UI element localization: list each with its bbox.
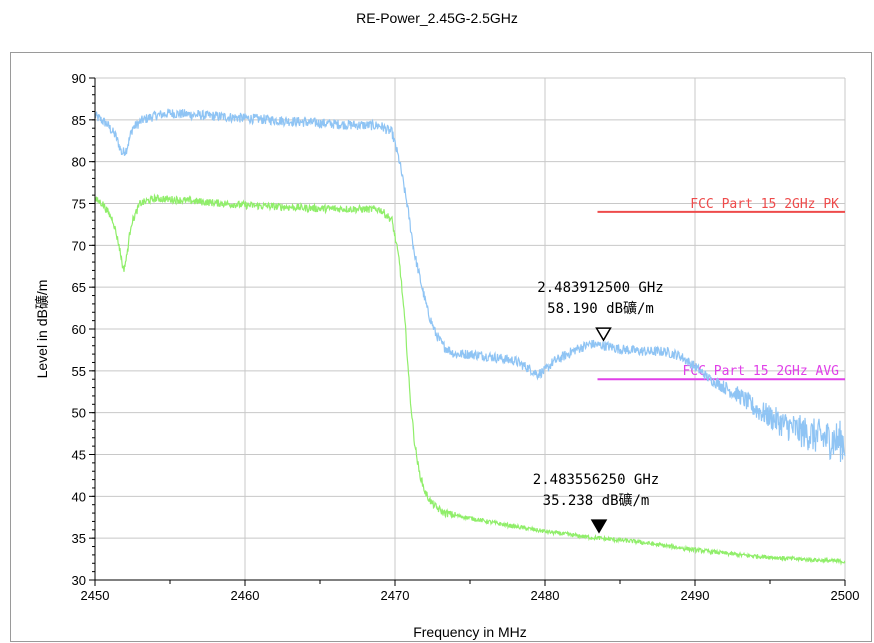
series-layer <box>94 108 846 566</box>
y-tick-label: 85 <box>72 113 86 128</box>
y-tick-label: 80 <box>72 155 86 170</box>
y-tick-label: 45 <box>72 448 86 463</box>
y-tick-label: 35 <box>72 531 86 546</box>
y-tick-label: 50 <box>72 406 86 421</box>
x-axis-label: Frequency in MHz <box>413 624 527 640</box>
axes: 2450 2460 2470 2480 2490 2500 30 35 40 45 50 55 60 65… <box>72 71 860 603</box>
x-tick-label: 2470 <box>381 588 410 603</box>
series-line <box>94 193 846 566</box>
marker-frequency-label: 2.483912500 GHz <box>537 280 663 296</box>
x-tick-label: 2480 <box>531 588 560 603</box>
limit-lines: FCC Part 15 2GHz PK FCC Part 15 2GHz AVG <box>597 197 845 381</box>
marker-frequency-label: 2.483556250 GHz <box>533 472 659 488</box>
y-tick-label: 40 <box>72 489 86 504</box>
chart-title: RE-Power_2.45G-2.5GHz <box>356 10 518 26</box>
y-tick-label: 70 <box>72 238 86 253</box>
markers: 2.483912500 GHz 58.190 dB礦/m 2.483556250 G… <box>533 280 664 534</box>
y-axis-label: Level in dB礦/m <box>34 280 50 379</box>
y-tick-label: 60 <box>72 322 86 337</box>
y-tick-label: 30 <box>72 573 86 588</box>
y-tick-label: 75 <box>72 197 86 212</box>
y-tick-label: 90 <box>72 71 86 86</box>
x-tick-label: 2490 <box>681 588 710 603</box>
x-tick-label: 2460 <box>231 588 260 603</box>
marker-filled-triangle <box>590 519 608 534</box>
marker-level-label: 58.190 dB礦/m <box>547 300 654 317</box>
grid <box>94 77 846 581</box>
limit-line-label: FCC Part 15 2GHz AVG <box>682 364 839 379</box>
y-tick-label: 65 <box>72 280 86 295</box>
plot-frame: FCC Part 15 2GHz PK FCC Part 15 2GHz AVG … <box>10 52 872 642</box>
marker-level-label: 35.238 dB礦/m <box>543 492 650 509</box>
series-line <box>94 108 846 462</box>
limit-line-label: FCC Part 15 2GHz PK <box>690 197 839 212</box>
marker-open-triangle <box>595 327 612 342</box>
y-tick-label: 55 <box>72 364 86 379</box>
x-tick-label: 2500 <box>831 588 860 603</box>
x-tick-label: 2450 <box>81 588 110 603</box>
